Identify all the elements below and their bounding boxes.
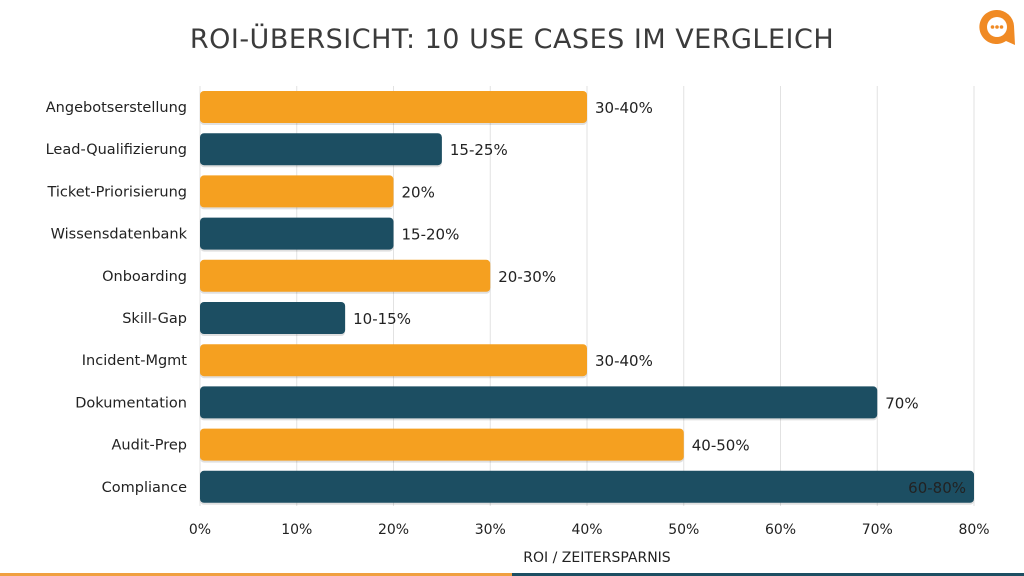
bar-lead-qualifizierung <box>200 133 442 166</box>
data-label: 10-15% <box>353 310 411 328</box>
data-label: 15-25% <box>450 141 508 159</box>
data-label: 40-50% <box>692 437 750 455</box>
data-label: 20% <box>402 183 435 201</box>
category-label: Incident-Mgmt <box>82 353 188 369</box>
data-label: 30-40% <box>595 99 653 117</box>
x-axis-label: ROI / ZEITERSPARNIS <box>523 550 671 566</box>
category-label: Angebotserstellung <box>46 100 187 116</box>
x-tick-label: 40% <box>571 522 602 538</box>
category-label: Skill-Gap <box>122 311 187 327</box>
category-label: Compliance <box>102 480 187 496</box>
bar-dokumentation <box>200 386 878 419</box>
category-label: Ticket-Priorisierung <box>46 184 187 200</box>
footer-bar-orange <box>0 573 512 576</box>
data-label: 70% <box>885 394 918 412</box>
category-label: Wissensdatenbank <box>51 227 188 243</box>
x-tick-label: 20% <box>378 522 409 538</box>
x-tick-label: 80% <box>958 522 989 538</box>
bar-audit-prep <box>200 428 684 461</box>
bar-incident-mgmt <box>200 344 587 377</box>
data-label: 20-30% <box>498 268 556 286</box>
bar-onboarding <box>200 259 491 292</box>
data-label: 15-20% <box>402 226 460 244</box>
category-label: Onboarding <box>102 269 187 285</box>
category-label: Lead-Qualifizierung <box>46 142 187 158</box>
footer-bar-teal <box>512 573 1024 576</box>
category-label: Dokumentation <box>75 395 187 411</box>
bar-angebotserstellung <box>200 91 587 123</box>
x-tick-label: 60% <box>765 522 796 538</box>
category-label: Audit-Prep <box>111 438 187 454</box>
x-tick-label: 70% <box>862 522 893 538</box>
data-label: 60-80% <box>908 479 966 497</box>
bar-skill-gap <box>200 302 346 334</box>
x-tick-label: 50% <box>668 522 699 538</box>
x-tick-label: 10% <box>281 522 312 538</box>
bar-wissensdatenbank <box>200 217 394 250</box>
chart-title: ROI-ÜBERSICHT: 10 USE CASES IM VERGLEICH <box>189 24 835 55</box>
x-tick-label: 30% <box>475 522 506 538</box>
bar-compliance <box>200 470 974 503</box>
bar-ticket-priorisierung <box>200 175 394 208</box>
data-label: 30-40% <box>595 352 653 370</box>
x-tick-label: 0% <box>189 522 211 538</box>
chat-bubble-logo-icon <box>978 8 1018 50</box>
